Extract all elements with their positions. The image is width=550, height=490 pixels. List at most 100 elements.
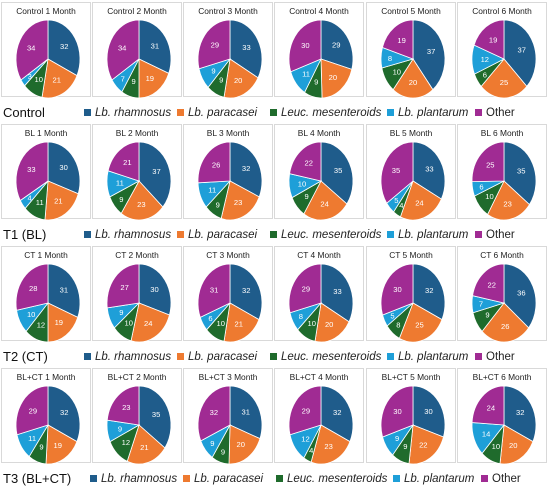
- slice-value-label: 23: [234, 198, 242, 207]
- slice-value-label: 8: [396, 320, 400, 329]
- legend-swatch-plantarum: [393, 475, 400, 482]
- pie-chart: Control 6 Month 37 25 6 12 19: [457, 2, 547, 99]
- pie-chart: BL+CT 3 Month 31 20 99 32: [183, 368, 273, 465]
- pie-slice-other: [380, 263, 414, 316]
- slice-value-label: 20: [236, 440, 244, 449]
- legend-swatch-rhamnosus: [90, 475, 97, 482]
- chart-title: BL+CT 2 Month: [108, 372, 167, 382]
- slice-value-label: 29: [29, 406, 37, 415]
- slice-value-label: 22: [305, 159, 313, 168]
- chart-title: Control 1 Month: [16, 6, 76, 16]
- pie-slice-paracasei: [487, 180, 530, 221]
- slice-value-label: 26: [501, 322, 509, 331]
- legend-swatch-rhamnosus: [84, 109, 91, 116]
- pie-slice-rhamnosus: [320, 141, 354, 205]
- pie-slice-other: [106, 385, 140, 426]
- legend-label-plantarum: Lb. plantarum: [398, 107, 469, 119]
- pie-slice-rhamnosus: [47, 263, 81, 318]
- slice-value-label: 10: [485, 192, 493, 201]
- pie-slice-rhamnosus: [138, 263, 172, 316]
- slice-value-label: 9: [403, 442, 407, 451]
- slice-value-label: 9: [39, 443, 43, 452]
- slice-value-label: 33: [333, 287, 341, 296]
- chart-title: BL 6 Month: [481, 128, 524, 138]
- pie-slice-other: [471, 385, 505, 426]
- pie-slice-paracasei: [138, 58, 170, 99]
- slice-value-label: 20: [329, 73, 337, 82]
- pie-slice-rhamnosus: [412, 263, 446, 321]
- slice-value-label: 19: [489, 35, 497, 44]
- chart-title: CT 4 Month: [297, 250, 341, 260]
- legend-label-paracasei: Lb. paracasei: [194, 473, 263, 485]
- slice-value-label: 29: [332, 41, 340, 50]
- slice-value-label: 31: [60, 286, 68, 295]
- pie-slice-other: [473, 19, 505, 60]
- slice-value-label: 11: [36, 198, 44, 207]
- slice-value-label: 30: [150, 285, 158, 294]
- slice-value-label: 4: [28, 194, 32, 203]
- pie-slice-other: [197, 19, 231, 70]
- slice-value-label: 19: [397, 36, 405, 45]
- pie-slice-paracasei: [44, 180, 79, 221]
- pie-slice-paracasei: [45, 424, 78, 465]
- legend-swatch-rhamnosus: [84, 231, 91, 238]
- pie-slice-other: [381, 19, 414, 60]
- pie-chart: Control 3 Month 33 20 99 29: [183, 2, 273, 99]
- pie-chart: Control 1 Month 32 21 103 34: [1, 2, 91, 99]
- chart-title: BL 3 Month: [207, 128, 250, 138]
- slice-value-label: 5: [394, 196, 398, 205]
- chart-title: CT 5 Month: [389, 250, 433, 260]
- slice-value-label: 9: [485, 311, 489, 320]
- legend-label-rhamnosus: Lb. rhamnosus: [95, 351, 171, 363]
- slice-value-label: 19: [54, 441, 62, 450]
- pie-slice-rhamnosus: [229, 141, 263, 198]
- pie-slice-rhamnosus: [503, 19, 537, 87]
- group-label: T2 (CT): [3, 349, 48, 364]
- slice-value-label: 9: [216, 200, 220, 209]
- legend-swatch-paracasei: [177, 109, 184, 116]
- slice-value-label: 10: [217, 319, 225, 328]
- slice-value-label: 5: [390, 311, 394, 320]
- legend-swatch-plantarum: [387, 109, 394, 116]
- pie-slice-other: [288, 263, 322, 314]
- pie-slice-paracasei: [499, 424, 534, 465]
- slice-value-label: 30: [393, 285, 401, 294]
- slice-value-label: 37: [152, 167, 160, 176]
- pie-slice-paracasei: [130, 302, 170, 343]
- slice-value-label: 30: [393, 407, 401, 416]
- pie-slice-paracasei: [399, 180, 442, 221]
- pie-slice-paracasei: [303, 180, 348, 221]
- slice-value-label: 7: [479, 300, 483, 309]
- slice-value-label: 34: [27, 43, 35, 52]
- slice-value-label: 25: [415, 321, 423, 330]
- pie-slice-other: [15, 263, 49, 311]
- pie-slice-paracasei: [120, 180, 164, 221]
- pie-chart: Control 2 Month 31 19 97 34: [92, 2, 182, 99]
- legend-swatch-other: [475, 231, 482, 238]
- slice-value-label: 9: [314, 77, 318, 86]
- slice-value-label: 9: [210, 439, 214, 448]
- pie-chart: CT 4 Month 33 20 10 8 29: [274, 246, 364, 343]
- chart-title: Control 5 Month: [381, 6, 441, 16]
- slice-value-label: 9: [211, 67, 215, 76]
- slice-value-label: 12: [122, 438, 130, 447]
- slice-value-label: 33: [425, 165, 433, 174]
- legend-swatch-plantarum: [387, 353, 394, 360]
- slice-value-label: 10: [492, 442, 500, 451]
- slice-value-label: 9: [118, 424, 122, 433]
- pie-chart: CT 6 Month 36 26 97 22: [457, 246, 547, 343]
- slice-value-label: 23: [137, 200, 145, 209]
- slice-value-label: 36: [517, 289, 525, 298]
- pie-slice-rhamnosus: [229, 263, 263, 321]
- pie-slice-rhamnosus: [229, 385, 263, 440]
- pie-chart: BL+CT 4 Month 32 23 412 29: [274, 368, 364, 465]
- pie-slice-paracasei: [41, 58, 78, 99]
- pie-slice-other: [197, 263, 231, 318]
- legend-label-paracasei: Lb. paracasei: [188, 351, 257, 363]
- pie-slice-paracasei: [480, 58, 528, 99]
- pie-chart: BL 5 Month 33 24 45 35: [366, 124, 456, 221]
- pie-slice-other: [15, 19, 49, 81]
- slice-value-label: 24: [144, 319, 152, 328]
- pie-slice-rhamnosus: [412, 385, 446, 438]
- chart-title: Control 3 Month: [198, 6, 258, 16]
